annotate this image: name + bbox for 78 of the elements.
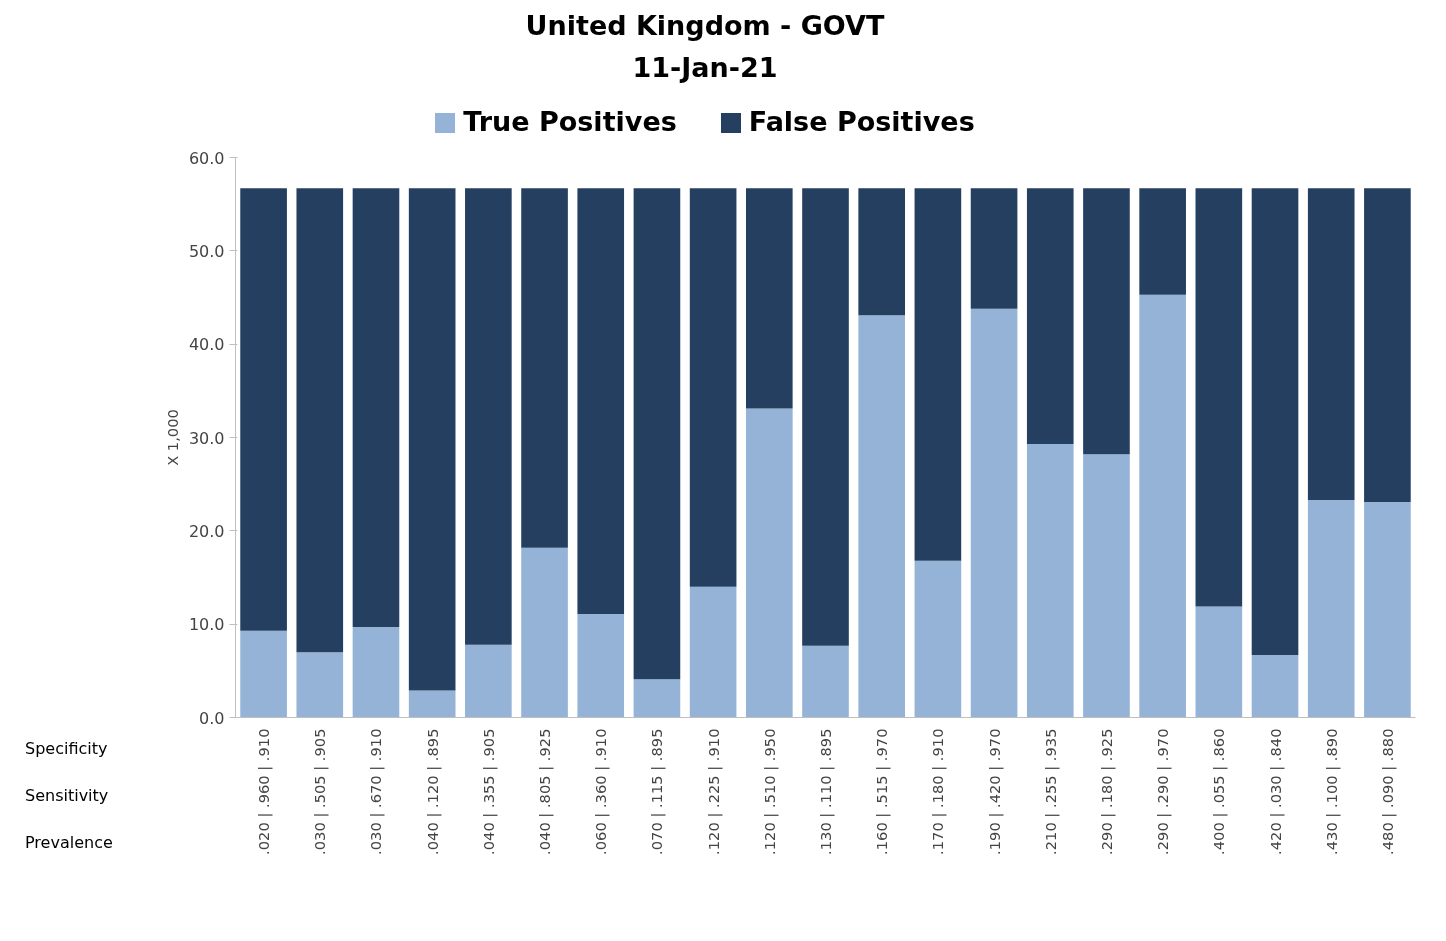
x-tick-label: .040 | .805 | .925 [536, 728, 555, 855]
x-tick-label: .400 | .055 | .860 [1210, 728, 1229, 855]
text: Specificity [25, 737, 108, 760]
x-tick-label: .040 | .355 | .905 [479, 728, 498, 855]
bar [970, 187, 1018, 309]
bar [633, 187, 681, 679]
bar [914, 187, 962, 561]
y-tick-label: 40.0 [188, 334, 225, 354]
x-tick-label: .170 | .180 | .910 [929, 728, 948, 855]
bar [689, 187, 737, 587]
bar [1083, 453, 1130, 718]
bar [1251, 187, 1299, 655]
y-axis-title: X 1,000 [163, 408, 181, 466]
bar [408, 187, 456, 690]
bar [1307, 499, 1355, 718]
x-tick-label: .420 | .030 | .840 [1266, 728, 1285, 855]
bar [689, 586, 737, 718]
bar [577, 613, 625, 718]
bar [1026, 187, 1074, 444]
bar [352, 626, 400, 718]
bar [240, 187, 287, 631]
text: Prevalence [25, 831, 113, 854]
y-tick-label: 0.0 [199, 708, 225, 728]
y-tick-label: 10.0 [188, 614, 225, 634]
x-tick-label: .290 | .290 | .970 [1154, 728, 1173, 855]
x-tick-label: .430 | .100 | .890 [1322, 728, 1341, 855]
bar [521, 187, 568, 548]
x-tick-label: .120 | .225 | .910 [704, 728, 723, 855]
legend-label: True Positives [463, 106, 677, 137]
bar [577, 187, 625, 614]
bar [858, 187, 906, 315]
bar [745, 408, 793, 718]
x-tick-label: .290 | .180 | .925 [1097, 728, 1116, 855]
bar [296, 187, 344, 652]
bar [1026, 443, 1074, 718]
bar [914, 560, 962, 718]
bar [802, 187, 849, 646]
bar [296, 651, 344, 718]
x-tick-label: .030 | .670 | .910 [367, 728, 386, 855]
x-tick-label: .060 | .360 | .910 [592, 728, 611, 855]
bar [970, 308, 1018, 718]
x-tick-label: .120 | .510 | .950 [760, 728, 779, 855]
bar [408, 690, 456, 718]
x-tick-label: .020 | .960 | .910 [255, 728, 274, 855]
bar [521, 547, 568, 718]
x-tick-label: .070 | .115 | .895 [648, 728, 667, 855]
bar [1195, 606, 1243, 718]
x-tick-label: .190 | .420 | .970 [985, 728, 1004, 855]
y-tick-label: 20.0 [188, 521, 225, 541]
x-tick-label: .160 | .515 | .970 [873, 728, 892, 855]
bar [745, 187, 793, 409]
x-tick-label: .030 | .505 | .905 [311, 728, 330, 855]
y-tick-label: 30.0 [188, 428, 225, 448]
bar [1139, 187, 1186, 295]
bar [1195, 187, 1243, 606]
x-tick-label: .480 | .090 | .880 [1378, 728, 1397, 855]
y-tick-label: 50.0 [188, 241, 225, 261]
bar [1364, 187, 1411, 502]
x-tick-label: .130 | .110 | .895 [817, 728, 835, 855]
bar [802, 645, 849, 718]
chart-title: United Kingdom - GOVT [524, 9, 886, 43]
y-tick-label: 60.0 [188, 148, 225, 168]
legend-label: False Positives [748, 106, 975, 137]
bar [465, 187, 512, 645]
bar [1139, 294, 1186, 718]
bar [1364, 501, 1411, 718]
bar [1083, 187, 1130, 454]
bar [633, 678, 681, 718]
x-tick-label: .210 | .255 | .935 [1041, 728, 1060, 855]
bar [240, 630, 287, 718]
bar [1307, 187, 1355, 500]
text: Sensitivity [25, 784, 109, 807]
x-tick-label: .040 | .120 | .895 [423, 728, 442, 855]
bar [858, 314, 906, 718]
bar [465, 644, 512, 718]
bar [352, 187, 400, 627]
bar [1251, 654, 1299, 718]
chart-subtitle: 11-Jan-21 [631, 51, 779, 85]
